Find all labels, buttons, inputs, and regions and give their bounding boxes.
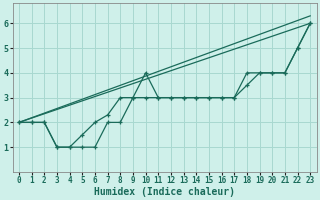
X-axis label: Humidex (Indice chaleur): Humidex (Indice chaleur) [94,186,235,197]
